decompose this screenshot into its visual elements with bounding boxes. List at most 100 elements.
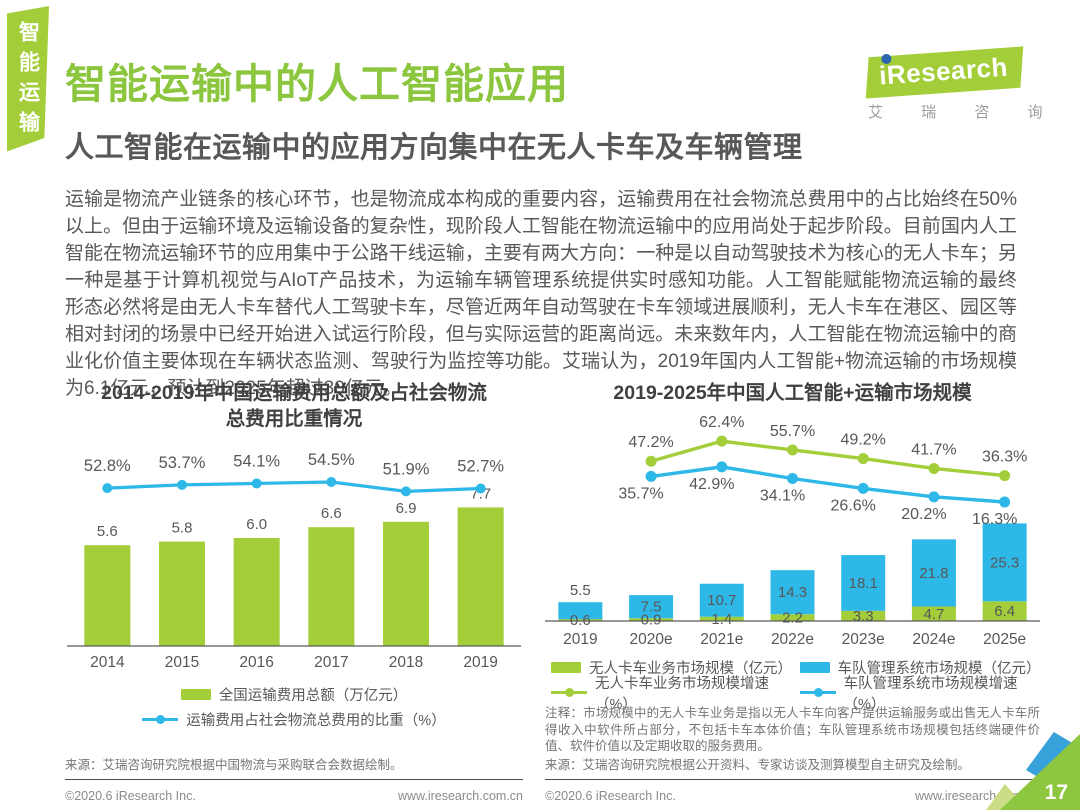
legend-item: 车队管理系统市场规模增速（%） <box>799 676 1041 713</box>
left-chart-title: 2014-2019年中国运输费用总额及占社会物流 总费用比重情况 <box>101 382 487 430</box>
legend-line-swatch-icon <box>142 715 179 724</box>
x-axis-label: 2019 <box>463 654 497 671</box>
page-title: 智能运输中的人工智能应用 <box>65 61 569 107</box>
bar-value-label: 6.0 <box>246 516 267 533</box>
bar-2014 <box>84 545 131 646</box>
bar-value-label: 14.3 <box>778 584 807 601</box>
page-subtitle: 人工智能在运输中的应用方向集中在无人卡车及车辆管理 <box>65 132 803 164</box>
bar-2016 <box>233 538 280 646</box>
copyright-text: ©2020.6 iResearch Inc. <box>65 789 196 803</box>
x-axis-label: 2016 <box>239 654 273 671</box>
stack-bar-bottom-2022e <box>770 614 815 621</box>
logo-plate: iResearch <box>865 46 1023 99</box>
stack-bar-top-2019 <box>558 602 603 620</box>
line-percent-label: 53.7% <box>159 454 206 472</box>
growth-line-green <box>650 439 1005 478</box>
logo-i-dot-icon <box>880 53 892 65</box>
page-header: 智能运输中的人工智能应用 人工智能在运输中的应用方向集中在无人卡车及车辆管理 <box>65 50 865 166</box>
legend-item: 无人卡车业务市场规模（亿元） <box>551 655 792 680</box>
line-percent-label: 35.7% <box>618 485 663 502</box>
bar-2015 <box>159 541 205 646</box>
bar-value-label: 5.5 <box>570 582 591 599</box>
line-point <box>857 482 869 494</box>
left-chart-legend: 全国运输费用总额（万亿元） 运输费用占社会物流总费用的比重（%） <box>65 682 523 732</box>
x-axis-label: 2021e <box>700 631 743 648</box>
stack-bar-bottom-2021e <box>699 616 744 621</box>
line-percent-label: 16.3% <box>972 511 1017 528</box>
stack-bar-top-2022e <box>770 570 815 615</box>
legend-item: 无人卡车业务市场规模增速（%） <box>551 676 792 713</box>
charts-region: 2014-2019年中国运输费用总额及占社会物流 总费用比重情况 5.6 2014… <box>65 380 1041 803</box>
bar-2018 <box>383 521 429 646</box>
iresearch-logo: iResearch 艾 瑞 咨 询 <box>860 46 1060 122</box>
stack-bar-top-2024e <box>911 539 956 607</box>
right-chart-legend: 无人卡车业务市场规模（亿元） 车队管理系统市场规模（亿元） 无人卡车业务市场规模增速… <box>545 655 1041 713</box>
page-number: 17 <box>1044 781 1068 804</box>
right-chart-title: 2019-2025年中国人工智能+运输市场规模 <box>613 382 972 404</box>
x-axis-label: 2015 <box>165 654 199 671</box>
line-percent-label: 26.6% <box>831 497 876 514</box>
stack-bar-bottom-2020e <box>629 618 674 621</box>
stack-bar-bottom-2025e <box>982 601 1027 621</box>
legend-item: 运输费用占社会物流总费用的比重（%） <box>142 707 446 732</box>
line-percent-label: 51.9% <box>383 460 430 478</box>
legend-item: 全国运输费用总额（万亿元） <box>180 682 408 707</box>
line-point <box>787 444 798 456</box>
bar-value-label: 6.4 <box>994 603 1015 620</box>
legend-label: 全国运输费用总额（万亿元） <box>218 688 408 704</box>
legend-label: 车队管理系统市场规模增速（%） <box>843 675 1018 713</box>
line-point <box>251 478 262 489</box>
line-percent-label: 34.1% <box>760 488 805 505</box>
transport-cost-chart: 5.620145.820156.020166.620176.920187.720… <box>67 451 521 671</box>
stack-bar-bottom-2019 <box>558 619 603 621</box>
bar-value-label: 7.5 <box>641 599 662 616</box>
growth-line-blue <box>650 465 1005 504</box>
line-percent-label: 49.2% <box>841 432 886 449</box>
line-point <box>928 491 940 503</box>
line-percent-label: 20.2% <box>901 506 946 523</box>
stack-bar-top-2021e <box>699 583 744 617</box>
legend-line-dot-icon <box>156 715 166 724</box>
bar-value-label: 3.3 <box>853 608 874 625</box>
side-tab-label: 智能运输 <box>16 21 40 141</box>
line-point <box>102 483 113 494</box>
line-point <box>928 462 940 474</box>
stack-bar-top-2020e <box>629 595 674 619</box>
left-source-note: 来源：艾瑞咨询研究院根据中国物流与采购联合会数据绘制。 <box>65 757 403 772</box>
line-percent-label: 36.3% <box>982 449 1027 466</box>
line-percent-label: 54.5% <box>308 451 355 469</box>
legend-label: 运输费用占社会物流总费用的比重（%） <box>186 713 446 729</box>
logo-wordmark: iResearch <box>878 52 1009 92</box>
legend-item: 车队管理系统市场规模（亿元） <box>799 655 1041 680</box>
bar-value-label: 6.9 <box>396 500 417 517</box>
bar-value-label: 1.4 <box>711 611 732 628</box>
legend-line-swatch-icon <box>551 688 587 697</box>
website-link: www.iresearch.com.cn <box>397 789 523 803</box>
right-source-note: 来源：艾瑞咨询研究院根据公开资料、专家访谈及测算模型自主研究及绘制。 <box>545 757 971 772</box>
bar-value-label: 5.6 <box>97 523 118 540</box>
line-point <box>177 479 187 490</box>
line-point <box>999 470 1011 482</box>
bar-value-label: 18.1 <box>849 575 878 592</box>
x-axis-label: 2024e <box>912 631 955 648</box>
bar-value-label: 4.7 <box>923 606 944 623</box>
x-axis-label: 2014 <box>90 654 125 671</box>
logo-chinese-name: 艾 瑞 咨 询 <box>868 104 1060 121</box>
stack-bar-bottom-2023e <box>841 610 886 621</box>
right-chart-section: 2019-2025年中国人工智能+运输市场规模 5.5 0.6 2019 7.5 0.9… <box>545 380 1041 803</box>
stack-bar-bottom-2024e <box>911 606 956 621</box>
legend-line-dot-icon <box>813 688 823 697</box>
line-point <box>787 473 798 485</box>
stack-bar-top-2023e <box>841 555 886 611</box>
line-point <box>401 486 411 497</box>
bar-value-label: 0.9 <box>641 612 662 629</box>
x-axis-label: 2018 <box>389 654 423 671</box>
right-footnote: 注释：市场规模中的无人卡车业务是指以无人卡车向客户提供运输服务或出售无人卡车所得… <box>545 706 1040 753</box>
left-chart-section: 2014-2019年中国运输费用总额及占社会物流 总费用比重情况 5.6 2014… <box>65 380 523 803</box>
legend-label: 无人卡车业务市场规模（亿元） <box>589 661 792 677</box>
line-percent-label: 47.2% <box>628 434 673 451</box>
line-percent-label: 52.8% <box>84 457 131 475</box>
left-footer: ©2020.6 iResearch Inc. www.iresearch.com… <box>65 779 523 803</box>
legend-line-dot-icon <box>565 688 574 697</box>
bar-2017 <box>308 527 355 646</box>
